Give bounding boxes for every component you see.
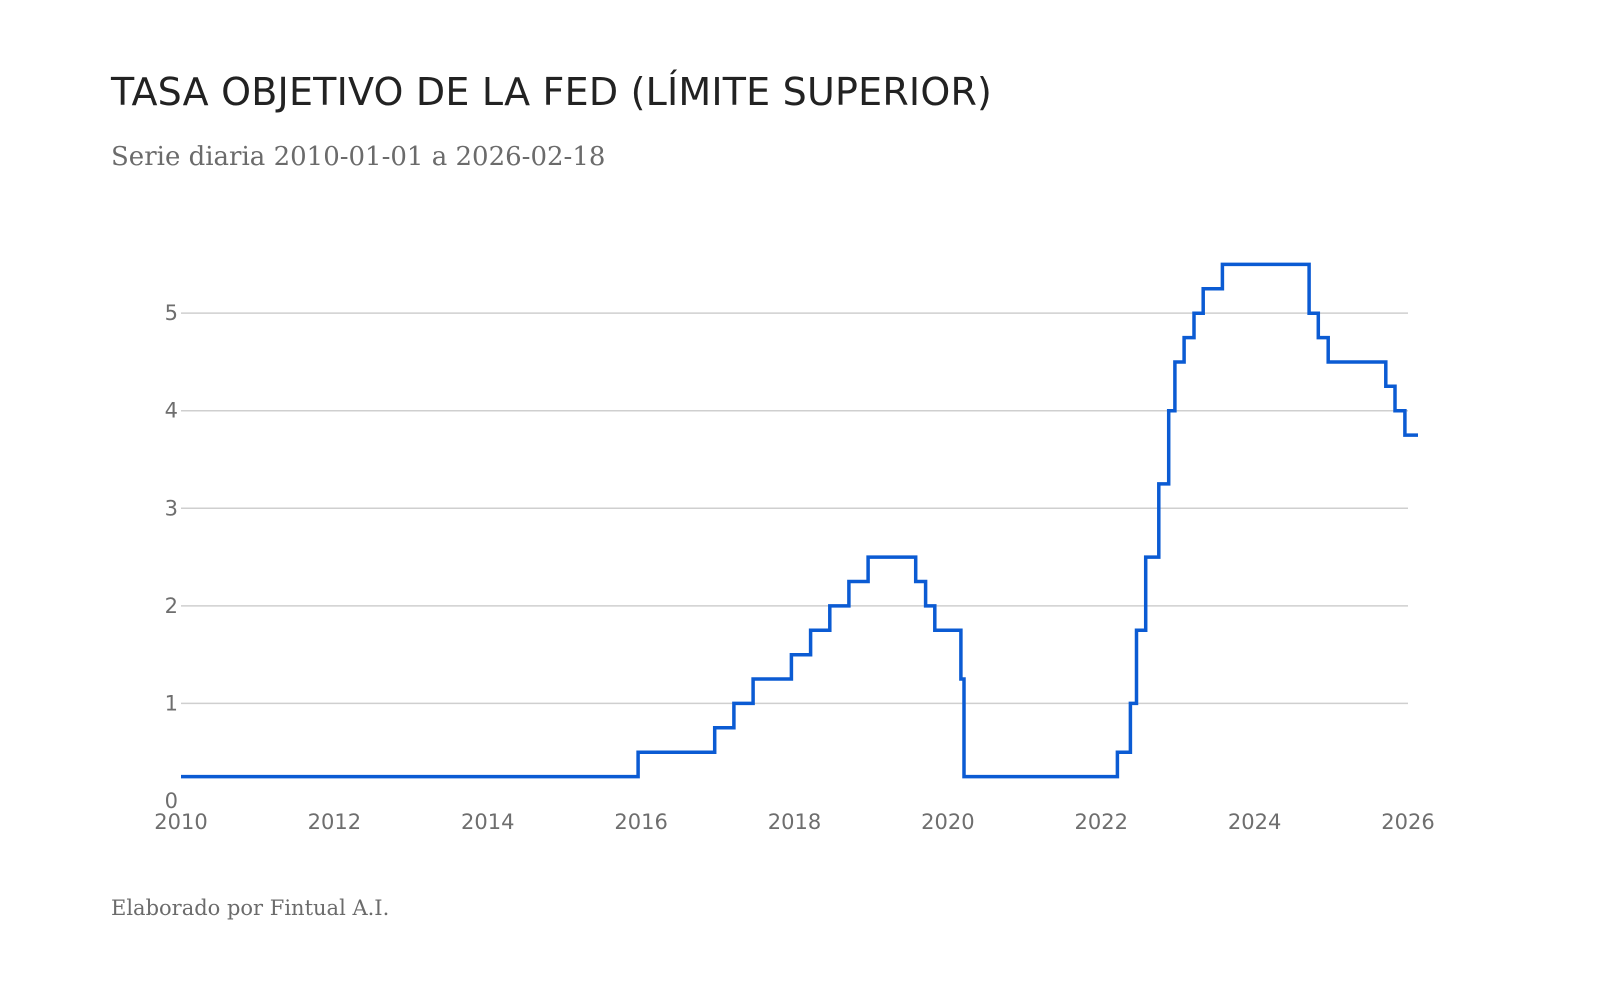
x-tick-label-2018: 2018: [768, 810, 821, 834]
x-tick-label-2016: 2016: [614, 810, 667, 834]
y-tick-label-4: 4: [165, 399, 178, 423]
x-axis-ticks: 2010 2012 2014 2016 2018 2020 2022 2024 2026: [154, 810, 1434, 834]
y-tick-label-5: 5: [165, 301, 178, 325]
series-line-0: [181, 262, 1418, 779]
x-tick-label-2024: 2024: [1228, 810, 1281, 834]
x-tick-label-2014: 2014: [461, 810, 514, 834]
y-axis-ticks: 0 1 2 3 4 5: [165, 301, 178, 813]
chart-subtitle: Serie diaria 2010-01-01 a 2026-02-18: [111, 142, 606, 172]
y-tick-label-2: 2: [165, 594, 178, 618]
x-tick-label-2012: 2012: [308, 810, 361, 834]
footer-credit: Elaborado por Fintual A.I.: [111, 896, 390, 920]
y-tick-label-3: 3: [165, 496, 178, 520]
grid-lines: [181, 312, 1408, 705]
x-tick-label-2010: 2010: [154, 810, 207, 834]
y-tick-label-1: 1: [165, 691, 178, 715]
x-tick-label-2020: 2020: [921, 810, 974, 834]
series-layer: [181, 262, 1418, 779]
x-tick-label-2022: 2022: [1075, 810, 1128, 834]
chart-title: TASA OBJETIVO DE LA FED (LÍMITE SUPERIOR…: [111, 70, 993, 114]
x-tick-label-2026: 2026: [1381, 810, 1434, 834]
y-tick-label-0: 0: [165, 789, 178, 813]
